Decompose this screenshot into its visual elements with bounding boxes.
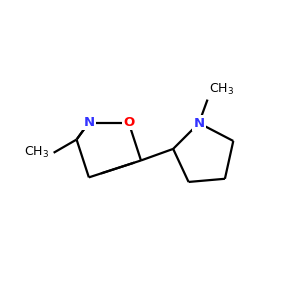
- Text: N: N: [194, 117, 205, 130]
- Text: N: N: [83, 116, 94, 129]
- Text: CH$_3$: CH$_3$: [24, 145, 49, 160]
- Text: O: O: [123, 116, 134, 129]
- Text: CH$_3$: CH$_3$: [209, 82, 234, 97]
